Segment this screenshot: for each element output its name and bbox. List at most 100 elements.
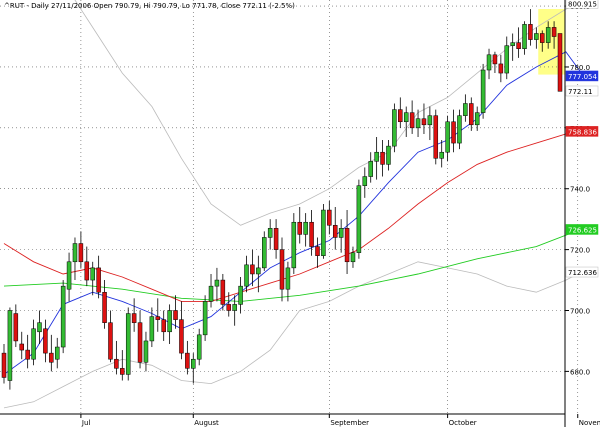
candle-up (445, 121, 450, 153)
x-tick-label: Jul (81, 419, 91, 427)
candle (185, 340, 190, 375)
candle (66, 252, 72, 302)
value-tag-label: 712.636 (568, 269, 597, 277)
candle (238, 277, 243, 314)
candle-down (1, 352, 7, 378)
candle (90, 261, 95, 296)
candle-up (291, 221, 297, 269)
candle-down (557, 33, 563, 92)
x-axis: Jul August September October November (0, 413, 600, 427)
candle-up (545, 27, 551, 43)
candle-down (498, 63, 504, 74)
value-tag-label: 726.625 (568, 226, 597, 234)
candle (285, 261, 291, 302)
candle-down (78, 243, 84, 263)
value-tag (565, 126, 599, 137)
candle (214, 267, 220, 302)
candle (143, 331, 149, 372)
candle-down (327, 209, 332, 226)
candle-down (250, 264, 255, 275)
y-tick-label: 720.0 (570, 247, 590, 255)
candle-up (392, 109, 397, 147)
candle-down (114, 358, 119, 369)
candle-up (510, 42, 515, 46)
candle (386, 140, 391, 171)
candle (392, 103, 397, 153)
candle-down (433, 115, 439, 159)
x-tick-label: October (449, 419, 477, 427)
candle-up (37, 322, 42, 333)
series-band-lower (3, 261, 584, 409)
candle (321, 203, 326, 259)
value-tag (565, 85, 599, 97)
candle-up (66, 261, 72, 290)
candle-down (398, 109, 403, 123)
candle (398, 97, 403, 128)
candle (534, 27, 539, 49)
candle-down (102, 291, 107, 323)
candle-up (362, 176, 368, 186)
x-tick-label: September (330, 419, 369, 427)
value-tag-label: 777.054 (568, 73, 597, 81)
candle-up (486, 54, 492, 71)
candle (463, 94, 468, 122)
candle-down (13, 313, 19, 342)
candle (7, 307, 13, 390)
candle (102, 280, 107, 329)
candle-up (522, 24, 527, 49)
candle (474, 106, 480, 131)
candle-down (49, 352, 54, 363)
candle (25, 334, 30, 369)
candle (297, 207, 302, 244)
candle (244, 255, 249, 293)
candle (338, 219, 344, 253)
candle-down (297, 221, 302, 235)
candle (43, 319, 48, 363)
candle (498, 54, 504, 83)
candle (350, 246, 356, 268)
candle (173, 295, 178, 329)
candle (469, 97, 474, 131)
candle-up (232, 304, 237, 311)
candle (510, 33, 515, 61)
candle-down (43, 328, 48, 354)
candle (191, 353, 196, 384)
candle (303, 213, 308, 247)
grid-layer (0, 0, 579, 414)
candle (368, 152, 373, 183)
candle-down (161, 319, 166, 333)
candle-down (179, 319, 184, 354)
candle (167, 304, 172, 344)
chart-header: ^RUT - Daily 27/11/2006 Open 790.79, Hi … (4, 2, 295, 10)
candle (208, 273, 214, 308)
candle-up (267, 228, 273, 238)
y-axis: 680.0700.0720.0740.0760.0780.0800.0800.9… (564, 0, 599, 427)
x-tick-label: November (579, 419, 600, 427)
candle-down (492, 54, 498, 65)
candle-up (7, 310, 13, 381)
candle-up (374, 151, 379, 162)
candle (232, 295, 237, 326)
candle-up (60, 285, 66, 348)
y-tick-label: 740.0 (570, 186, 590, 194)
candle (332, 207, 338, 250)
candle-down (315, 246, 320, 256)
candle-up (256, 267, 261, 275)
candle (161, 310, 166, 341)
x-tick-label: August (194, 419, 219, 427)
candle (72, 237, 78, 281)
candle-up (202, 301, 208, 336)
candle-up (72, 243, 78, 263)
candle-up (368, 161, 373, 177)
candle-down (220, 279, 226, 305)
candle (19, 331, 24, 360)
candle (13, 304, 19, 348)
candle (309, 210, 314, 256)
candle-up (196, 334, 202, 360)
candle (492, 51, 498, 74)
candle-down (273, 228, 279, 250)
candle-down (516, 42, 521, 49)
candle (279, 237, 285, 302)
